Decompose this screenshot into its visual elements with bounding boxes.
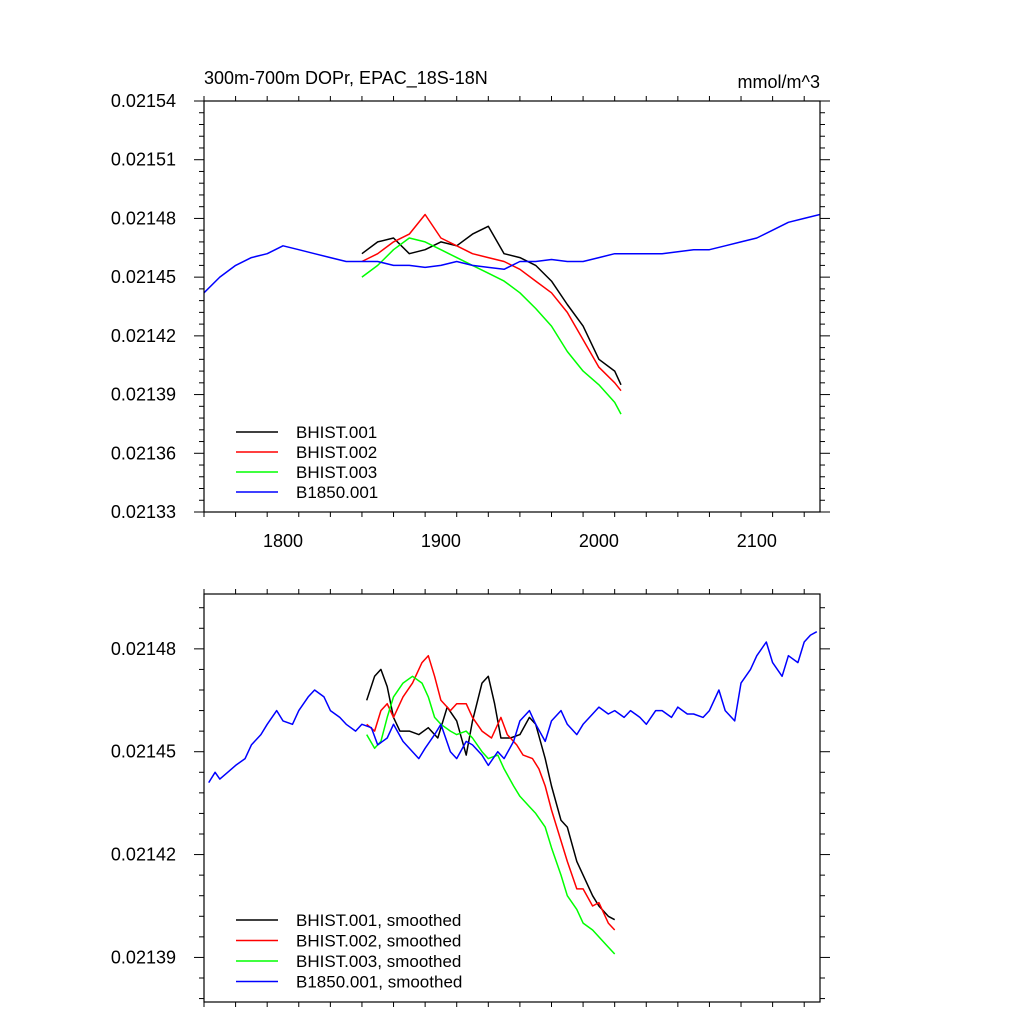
y-tick-label: 0.02148: [111, 208, 176, 228]
series-line-4: [208, 631, 818, 783]
y-tick-label: 0.02142: [111, 326, 176, 346]
y-tick-label: 0.02139: [111, 947, 176, 967]
plot-frame: [203, 593, 821, 1003]
y-tick-label: 0.02136: [111, 443, 176, 463]
y-tick-label: 0.02145: [111, 267, 176, 287]
legend-label: B1850.001, smoothed: [296, 973, 462, 992]
series-group: [208, 631, 818, 955]
series-line-4: [204, 213, 820, 294]
y-tick-label: 0.02139: [111, 385, 176, 405]
series-line-2: [361, 213, 622, 392]
units-label: mmol/m^3: [738, 72, 820, 92]
bottom-plot: 0.02139 0.02142 0.02145 0.02148 BHIST.001, s…: [111, 589, 830, 1007]
x-tick-label: 1900: [421, 531, 461, 551]
x-tick-label: 2100: [737, 531, 777, 551]
y-tick-label: 0.02142: [111, 845, 176, 865]
series-line-3: [361, 237, 622, 415]
legend-label: BHIST.003: [296, 463, 377, 482]
chart-title: 300m-700m DOPr, EPAC_18S-18N: [204, 68, 488, 89]
legend-label: BHIST.002, smoothed: [296, 932, 461, 951]
y-tick-label: 0.02133: [111, 502, 176, 522]
plot-frame: [203, 100, 821, 513]
y-tick-label: 0.02145: [111, 742, 176, 762]
series-group: [204, 213, 820, 415]
series-line-1: [365, 668, 616, 921]
series-line-1: [361, 225, 622, 386]
x-tick-label: 1800: [263, 531, 303, 551]
legend-label: BHIST.001, smoothed: [296, 911, 461, 930]
y-tick-label: 0.02154: [111, 91, 176, 111]
x-tick-label: 2000: [579, 531, 619, 551]
y-tick-label: 0.02148: [111, 639, 176, 659]
legend-label: BHIST.001: [296, 423, 377, 442]
series-line-2: [366, 654, 616, 931]
legend-label: BHIST.003, smoothed: [296, 952, 461, 971]
top-plot: 1800 1900 2000 2100 0.02133 0.02136 0.02139 0.0…: [111, 91, 830, 551]
legend-label: B1850.001: [296, 483, 378, 502]
legend-label: BHIST.002: [296, 443, 377, 462]
series-line-3: [366, 675, 616, 955]
y-tick-label: 0.02151: [111, 150, 176, 170]
